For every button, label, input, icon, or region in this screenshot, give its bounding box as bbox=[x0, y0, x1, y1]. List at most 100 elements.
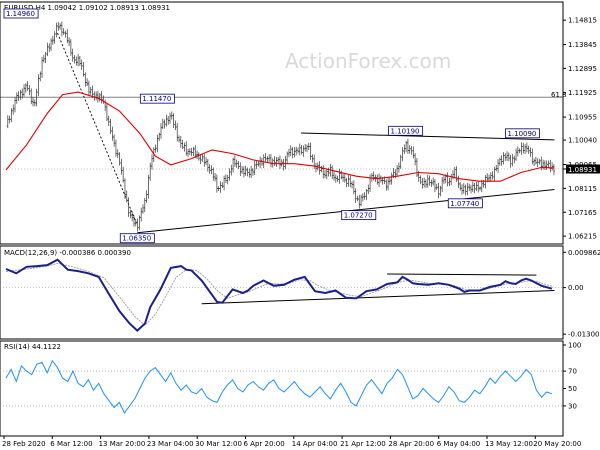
candle bbox=[414, 152, 417, 166]
candle bbox=[226, 174, 229, 185]
price-trendline bbox=[301, 132, 555, 141]
candle bbox=[325, 169, 328, 180]
candle bbox=[233, 155, 236, 167]
candle bbox=[174, 120, 177, 131]
candle bbox=[520, 142, 523, 155]
price-tick-label: 1.10040 bbox=[568, 137, 597, 145]
candle bbox=[439, 185, 442, 197]
candle bbox=[12, 104, 15, 115]
macd-axis: 0.009862 0.00 -0.013002 bbox=[563, 249, 600, 339]
candle bbox=[502, 152, 505, 165]
candle bbox=[275, 157, 278, 167]
price-tick-label: 1.06215 bbox=[568, 233, 597, 241]
candle bbox=[513, 155, 516, 164]
candle bbox=[408, 145, 411, 154]
candle bbox=[347, 175, 350, 187]
candle bbox=[89, 86, 92, 95]
rsi-header: RSI(14) 44.1122 bbox=[4, 343, 61, 351]
candle bbox=[525, 142, 528, 153]
candle bbox=[323, 170, 327, 178]
candle bbox=[228, 168, 231, 181]
candle bbox=[289, 145, 292, 156]
candle bbox=[314, 162, 318, 173]
candle bbox=[354, 188, 357, 203]
candle bbox=[123, 178, 127, 199]
candle bbox=[496, 159, 500, 173]
candle bbox=[181, 139, 184, 149]
candle bbox=[419, 175, 422, 185]
candle bbox=[549, 159, 552, 173]
candle bbox=[80, 59, 83, 71]
candle bbox=[15, 92, 18, 104]
candle bbox=[291, 147, 294, 159]
candle bbox=[495, 164, 498, 172]
candle bbox=[138, 215, 141, 231]
candle bbox=[343, 173, 346, 183]
candle bbox=[6, 115, 9, 129]
candle bbox=[28, 85, 31, 96]
candle bbox=[509, 154, 512, 168]
candle bbox=[451, 170, 455, 180]
candle bbox=[309, 142, 312, 160]
candle bbox=[322, 165, 325, 179]
current-price-label: 1.08931 bbox=[568, 166, 597, 174]
candle bbox=[286, 151, 289, 164]
candle bbox=[86, 78, 89, 87]
candle bbox=[460, 184, 464, 195]
candle bbox=[78, 56, 81, 67]
candle bbox=[538, 158, 541, 165]
price-annotation-box bbox=[119, 233, 155, 244]
candle bbox=[231, 157, 235, 173]
candle bbox=[433, 178, 437, 193]
candle bbox=[516, 146, 519, 157]
rsi-tick-label: 70 bbox=[568, 368, 577, 376]
candle bbox=[140, 207, 143, 222]
candle bbox=[372, 171, 375, 181]
moving-average-line bbox=[5, 91, 555, 182]
candle bbox=[156, 134, 159, 153]
candle bbox=[253, 160, 256, 175]
rsi-tick-label: 50 bbox=[568, 385, 577, 393]
candle bbox=[361, 193, 364, 202]
candle bbox=[464, 184, 467, 196]
candle bbox=[131, 210, 134, 222]
candle bbox=[22, 84, 26, 97]
macd-panel-frame bbox=[0, 245, 564, 340]
candle bbox=[540, 156, 543, 171]
candle bbox=[313, 154, 316, 170]
symbol-header: EURUSD,H4 1.09042 1.09102 1.08913 1.0893… bbox=[4, 4, 170, 12]
candle bbox=[296, 147, 300, 154]
candle bbox=[76, 53, 80, 67]
candle bbox=[241, 166, 244, 174]
candle bbox=[235, 159, 238, 168]
candle bbox=[230, 164, 233, 176]
candle bbox=[197, 152, 200, 161]
candle bbox=[49, 38, 53, 51]
candle bbox=[406, 138, 410, 154]
candle bbox=[390, 172, 393, 185]
candle bbox=[475, 181, 478, 191]
candle bbox=[437, 183, 440, 199]
macd-trendline bbox=[387, 273, 537, 276]
candle bbox=[359, 194, 363, 207]
time-tick-label: 6 May 04:00 bbox=[437, 440, 481, 448]
candle bbox=[336, 175, 339, 182]
candle bbox=[377, 173, 381, 187]
candle bbox=[304, 144, 307, 152]
candle bbox=[358, 194, 361, 209]
candle bbox=[320, 165, 323, 173]
candle bbox=[35, 88, 38, 107]
price-tick-label: 1.14815 bbox=[568, 17, 597, 25]
candle bbox=[259, 156, 262, 169]
candle bbox=[114, 139, 118, 157]
candle bbox=[46, 42, 49, 57]
candle bbox=[31, 97, 35, 107]
candle bbox=[242, 166, 246, 178]
candle bbox=[471, 181, 474, 192]
macd-series bbox=[0, 258, 563, 332]
candle bbox=[64, 30, 67, 38]
candle bbox=[278, 155, 282, 170]
candle bbox=[237, 160, 240, 169]
macd-trendline bbox=[201, 289, 555, 305]
time-axis: 28 Feb 2020 6 Mar 12:00 13 Mar 20:00 23 Mar… bbox=[2, 436, 581, 448]
